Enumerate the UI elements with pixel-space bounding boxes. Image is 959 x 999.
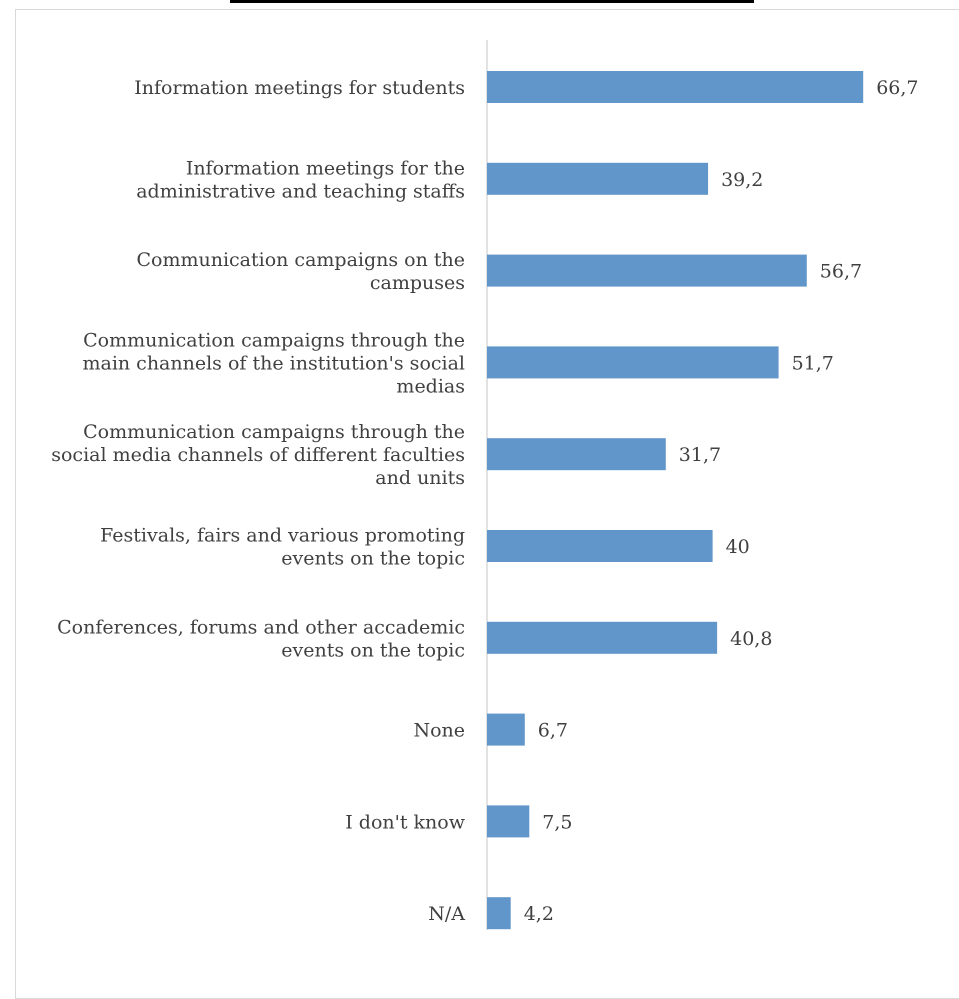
value-label-7: 6,7 [538, 720, 568, 742]
category-label-line: Information meetings for the [186, 157, 465, 179]
value-label-4: 31,7 [679, 444, 721, 466]
value-label-5: 40 [726, 536, 750, 558]
category-label-line: main channels of the institution's socia… [82, 352, 465, 374]
category-label-line: administrative and teaching staffs [136, 180, 465, 202]
value-labels-group: 66,7 39,2 56,7 51,7 31,7 40 40,8 6,7 7,5 4,2 [524, 77, 919, 925]
category-label-line: and units [375, 467, 465, 489]
category-label-line: Communication campaigns through the [83, 421, 465, 443]
value-label-1: 39,2 [721, 169, 763, 191]
category-label-4: Communication campaigns through the socia… [51, 421, 465, 489]
category-label-line: campuses [370, 272, 465, 294]
bar-8 [487, 805, 530, 838]
category-label-line: Communication campaigns through the [83, 329, 465, 351]
bar-4 [487, 438, 666, 471]
category-label-line: social media channels of different facul… [51, 444, 465, 466]
value-label-0: 66,7 [876, 77, 918, 99]
category-label-8: I don't know [345, 811, 465, 833]
category-label-line: events on the topic [281, 548, 465, 570]
header-underline [230, 0, 754, 3]
bar-1 [487, 162, 709, 195]
bar-2 [487, 254, 807, 287]
category-label-line: N/A [428, 903, 465, 925]
category-label-9: N/A [428, 903, 465, 925]
bar-6 [487, 621, 718, 654]
category-label-line: medias [396, 375, 465, 397]
category-label-line: Information meetings for students [134, 77, 465, 99]
bar-3 [487, 346, 779, 379]
category-label-line: None [413, 720, 465, 742]
category-label-line: Communication campaigns on the [136, 249, 465, 271]
category-label-line: Conferences, forums and other accademic [57, 616, 465, 638]
category-label-3: Communication campaigns through the main … [82, 329, 465, 397]
value-label-2: 56,7 [820, 261, 862, 283]
value-label-9: 4,2 [524, 903, 554, 925]
value-label-6: 40,8 [730, 628, 772, 650]
category-label-2: Communication campaigns on the campuses [136, 249, 465, 294]
bars-group [487, 71, 864, 930]
value-label-3: 51,7 [792, 352, 834, 374]
bar-5 [487, 530, 713, 562]
category-label-7: None [413, 720, 465, 742]
category-label-5: Festivals, fairs and various promoting ev… [100, 525, 465, 570]
category-labels-group: Information meetings for students Informa… [51, 77, 466, 925]
category-label-6: Conferences, forums and other accademic e… [57, 616, 465, 661]
category-label-line: I don't know [345, 811, 465, 833]
category-label-line: Festivals, fairs and various promoting [100, 525, 465, 547]
category-label-line: events on the topic [281, 639, 465, 661]
bar-7 [487, 713, 525, 746]
bar-9 [487, 897, 511, 930]
category-label-0: Information meetings for students [134, 77, 465, 99]
bar-0 [487, 71, 864, 103]
value-label-8: 7,5 [542, 811, 572, 833]
category-label-1: Information meetings for the administrati… [136, 157, 465, 202]
